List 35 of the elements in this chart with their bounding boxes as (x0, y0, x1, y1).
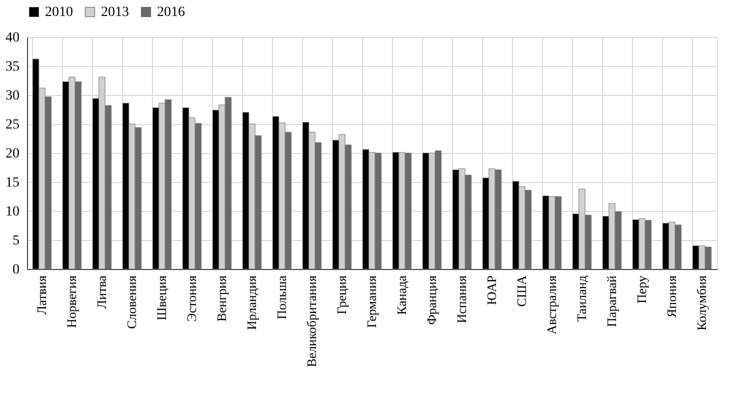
x-tick-label: Испания (454, 275, 469, 324)
x-tick-label: Канада (394, 275, 409, 315)
y-tick-label: 40 (6, 30, 20, 46)
x-tick-label: Таиланд (574, 275, 589, 322)
x-tick-label: Перу (634, 275, 649, 304)
y-tick-label: 35 (6, 60, 20, 74)
x-tick-label: Япония (664, 275, 679, 318)
y-tick-label: 30 (6, 88, 20, 104)
x-tick-label: Ирландия (244, 275, 259, 330)
x-tick-label: Латвия (34, 275, 49, 315)
x-tick-label: Австралия (544, 275, 559, 334)
y-tick-label: 0 (12, 262, 20, 278)
y-tick-label: 15 (6, 176, 20, 190)
x-tick-label: Великобритания (304, 275, 319, 368)
x-tick-label: Германия (364, 275, 379, 328)
x-tick-label: Литва (94, 275, 109, 309)
x-tick-label: Венгрия (214, 275, 229, 322)
x-tick-label: Польша (274, 275, 289, 320)
x-tick-label: Швеция (154, 275, 169, 320)
x-tick-label: Норвегия (64, 275, 79, 328)
y-tick-label: 10 (6, 204, 20, 220)
legend-label: 2013 (101, 5, 129, 20)
y-tick-label: 25 (6, 118, 20, 132)
x-tick-label: Колумбия (694, 275, 709, 330)
legend-label: 2016 (157, 5, 185, 20)
x-tick-label: Греция (334, 275, 349, 314)
x-tick-label: Франция (424, 275, 439, 325)
x-tick-label: Словения (124, 275, 139, 329)
x-tick-label: Эстония (184, 275, 199, 322)
legend-label: 2010 (45, 5, 73, 20)
x-tick-label: ЮАР (484, 276, 499, 305)
x-tick-label: США (514, 274, 529, 307)
y-tick-label: 20 (6, 146, 20, 162)
x-tick-label: Парагвай (604, 275, 619, 327)
y-tick-label: 5 (12, 234, 20, 248)
